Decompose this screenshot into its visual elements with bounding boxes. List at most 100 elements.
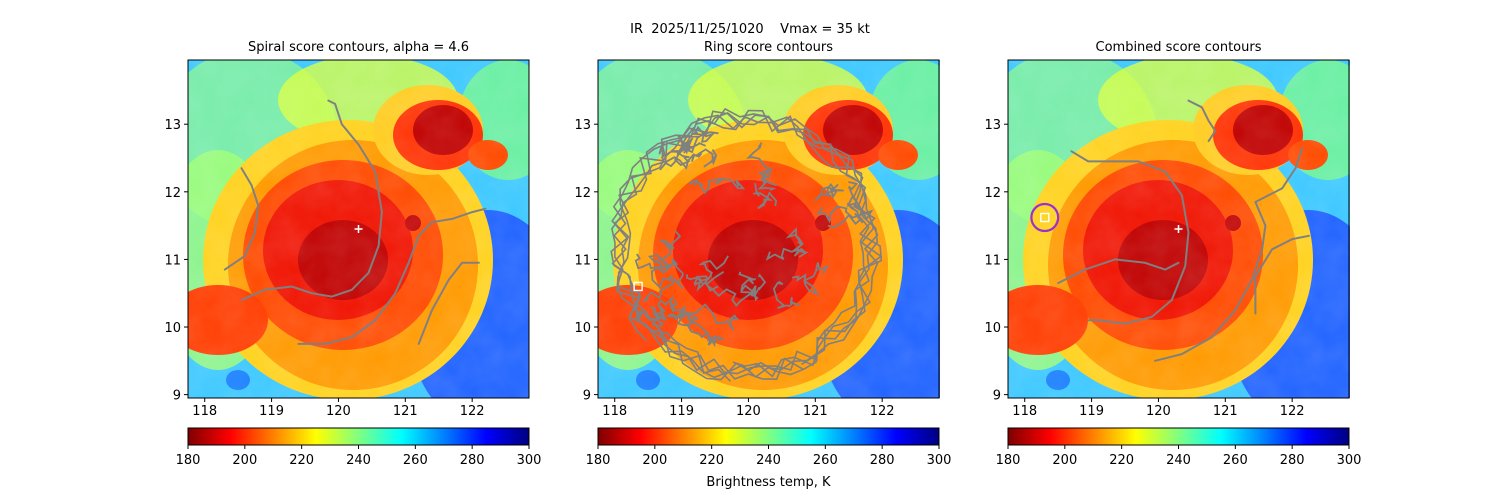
x-tick-label: 122 (460, 404, 485, 419)
ring-contour (827, 202, 864, 229)
y-tick-label: 11 (984, 253, 1001, 268)
ring-contour (610, 107, 870, 375)
colorbar-tick-label: 220 (699, 453, 724, 468)
x-tick-label: 120 (326, 404, 351, 419)
ring-contour (679, 125, 716, 154)
y-tick-label: 12 (984, 186, 1001, 201)
colorbar-tick-label: 240 (1166, 453, 1191, 468)
panel-title: Ring score contours (704, 40, 833, 55)
score-contour (1057, 258, 1180, 285)
colorbar-tick-label: 240 (346, 453, 371, 468)
colorbar-tick-label: 200 (642, 453, 667, 468)
axes-frame (597, 59, 940, 399)
x-tick-label: 120 (1146, 404, 1171, 419)
axes-frame (1007, 59, 1350, 399)
axes-frame (187, 59, 530, 399)
x-tick-label: 119 (1079, 404, 1104, 419)
colorbar-tick-label: 300 (927, 453, 952, 468)
y-tick-label: 11 (164, 253, 181, 268)
colorbar-tick-label: 200 (232, 453, 257, 468)
x-tick-label: 122 (1280, 404, 1305, 419)
colorbar-tick-label: 280 (460, 453, 485, 468)
panel-3: Combined score contours 118 119 120 121 122 9 1… (978, 40, 1388, 430)
ring-contour (740, 273, 767, 302)
score-contour (417, 261, 480, 345)
colorbar-3: 180 200 220 240 260 280 300 (996, 427, 1362, 468)
figure-suptitle: IR 2025/11/25/1020 Vmax = 35 kt (630, 22, 870, 37)
panel-2: Ring score contours 118 119 120 121 122 9 10 11 1… (574, 40, 978, 419)
ring-contour (659, 148, 718, 171)
colorbar-tick-label: 240 (756, 453, 781, 468)
y-tick-label: 10 (984, 321, 1001, 336)
panel-title: Spiral score contours, alpha = 4.6 (248, 40, 469, 55)
ring-contour (634, 253, 675, 275)
brightness-temp-field (158, 50, 568, 430)
ring-contour (611, 111, 879, 381)
x-tick-label: 118 (192, 404, 217, 419)
colorbar-gradient (1007, 427, 1350, 446)
panel-title: Combined score contours (1096, 40, 1262, 55)
x-tick-label: 121 (393, 404, 418, 419)
y-tick-label: 13 (574, 118, 591, 133)
colorbar-tick-label: 280 (870, 453, 895, 468)
combined-score-ring (1030, 202, 1060, 233)
y-tick-label: 13 (164, 118, 181, 133)
x-tick-label: 119 (669, 404, 694, 419)
colorbar-tick-label: 220 (1109, 453, 1134, 468)
colorbar-tick-label: 300 (1337, 453, 1362, 468)
brightness-temp-field (978, 50, 1388, 430)
colorbar-tick-label: 260 (813, 453, 838, 468)
ring-contour (642, 258, 684, 303)
ring-contour (688, 177, 746, 195)
x-tick-label: 120 (736, 404, 761, 419)
colorbar-tick-label: 280 (1280, 453, 1305, 468)
ring-contour (647, 229, 682, 264)
x-tick-label: 122 (870, 404, 895, 419)
colorbar-gradient (187, 427, 530, 446)
ring-contour (665, 303, 739, 331)
x-tick-label: 121 (1213, 404, 1238, 419)
colorbar-tick-label: 180 (996, 453, 1021, 468)
colorbar-tick-label: 260 (403, 453, 428, 468)
colorbar-tick-label: 300 (517, 453, 542, 468)
ring-contour (611, 109, 879, 379)
x-tick-label: 118 (1012, 404, 1037, 419)
ring-contour (698, 255, 729, 292)
y-tick-label: 12 (164, 186, 181, 201)
score-contour (1070, 150, 1190, 325)
y-tick-label: 12 (574, 186, 591, 201)
ring-contour (746, 142, 773, 181)
y-tick-label: 11 (574, 253, 591, 268)
score-contour (1254, 234, 1310, 315)
score-max-marker (633, 281, 643, 292)
score-contour (1154, 146, 1304, 362)
ring-contour (655, 296, 678, 326)
ring-contour (772, 280, 800, 310)
ring-contour (669, 302, 726, 348)
colorbar-tick-label: 180 (586, 453, 611, 468)
center-marker (354, 225, 363, 233)
colorbar-1: 180 200 220 240 260 280 300 (176, 427, 542, 468)
y-tick-label: 13 (984, 118, 1001, 133)
ring-contour (686, 274, 710, 292)
colorbar-label: Brightness temp, K (706, 475, 831, 490)
y-tick-label: 9 (173, 389, 181, 404)
score-max-marker (1040, 212, 1050, 223)
y-tick-label: 9 (583, 389, 591, 404)
colorbar-tick-label: 180 (176, 453, 201, 468)
colorbar-tick-label: 200 (1052, 453, 1077, 468)
ring-contour (765, 227, 809, 261)
colorbar-tick-label: 220 (289, 453, 314, 468)
ring-contour (757, 168, 778, 191)
y-tick-label: 10 (164, 321, 181, 336)
y-tick-label: 10 (574, 321, 591, 336)
ring-contour (676, 306, 710, 339)
center-marker (1174, 225, 1183, 233)
ring-contour (753, 182, 778, 210)
ring-contour (814, 182, 844, 202)
colorbar-gradient (597, 427, 940, 446)
x-tick-label: 119 (259, 404, 284, 419)
score-contour (297, 207, 487, 345)
